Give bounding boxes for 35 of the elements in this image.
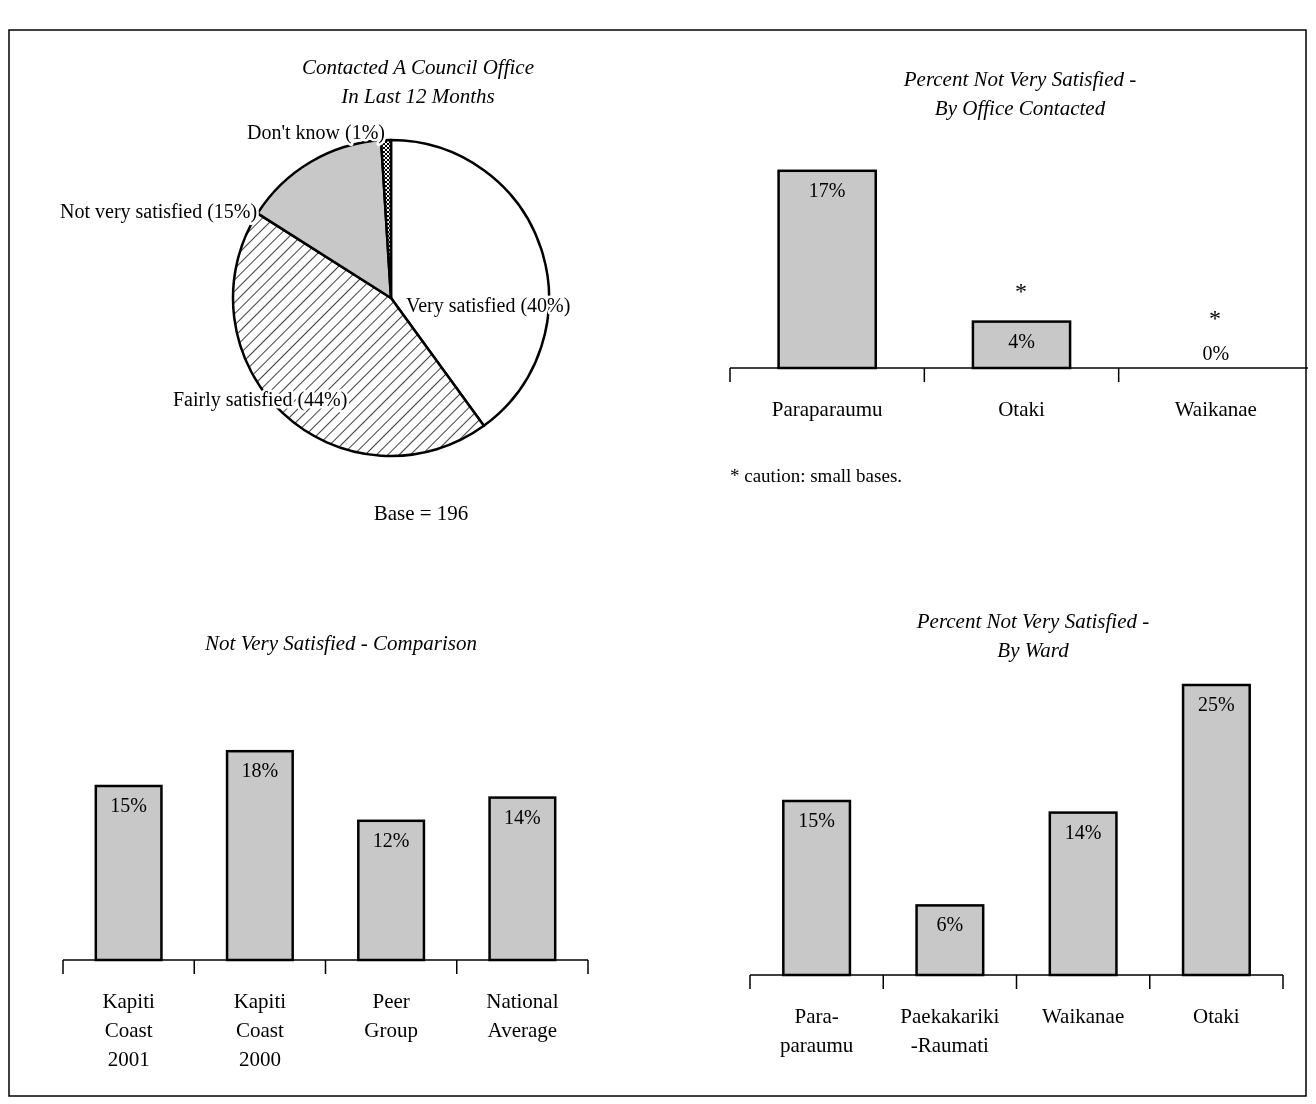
data-label: (1%) [345,121,385,143]
data-label: 17% [808,178,846,201]
data-label: 14% [1064,820,1102,843]
data-label: (15%) [207,200,258,222]
x-tick-label: Para- paraumu [779,1004,854,1057]
x-tick-label: Paekakariki -Raumati [900,1004,1000,1057]
data-label: 15% [110,794,147,816]
data-label: 14% [504,805,541,828]
x-tick-label: Peer Group [364,989,418,1042]
x-tick-label: Otaki [1193,1004,1240,1028]
data-label: 18% [241,759,279,782]
x-tick-label: Kapiti Coast 2000 [233,989,287,1071]
chart-title: Contacted A Council Office In Last 12 Months [302,55,534,108]
chart-title: Percent Not Very Satisfied - By Office Contacted [902,67,1137,120]
x-tick-label: Kapiti Coast 2001 [102,989,156,1071]
chart-title: Percent Not Very Satisfied - By Ward [915,609,1150,662]
data-label: 0% [1202,342,1230,364]
x-tick-label: Paraparaumu [771,397,884,421]
slice-label: Very satisfied [406,294,516,316]
data-label: 6% [936,913,964,936]
data-label: 15% [798,809,835,831]
x-tick-label: Waikanae [1174,397,1257,421]
chart-title: Not Very Satisfied - Comparison [204,631,477,655]
data-label: 12% [372,828,410,851]
text: * caution: small bases. [730,465,903,486]
x-tick-label: National Average [486,989,559,1042]
data-label: 25% [1198,693,1235,715]
x-tick-label: Waikanae [1041,1004,1125,1028]
slice-label: Don't know [246,121,341,143]
slice-label: Not very satisfied [60,200,203,222]
annotation: * [1015,278,1027,304]
text: Base = 196 [373,501,469,525]
data-label: 4% [1008,329,1035,352]
x-tick-label: Otaki [998,397,1045,421]
annotation: * [1209,305,1221,331]
